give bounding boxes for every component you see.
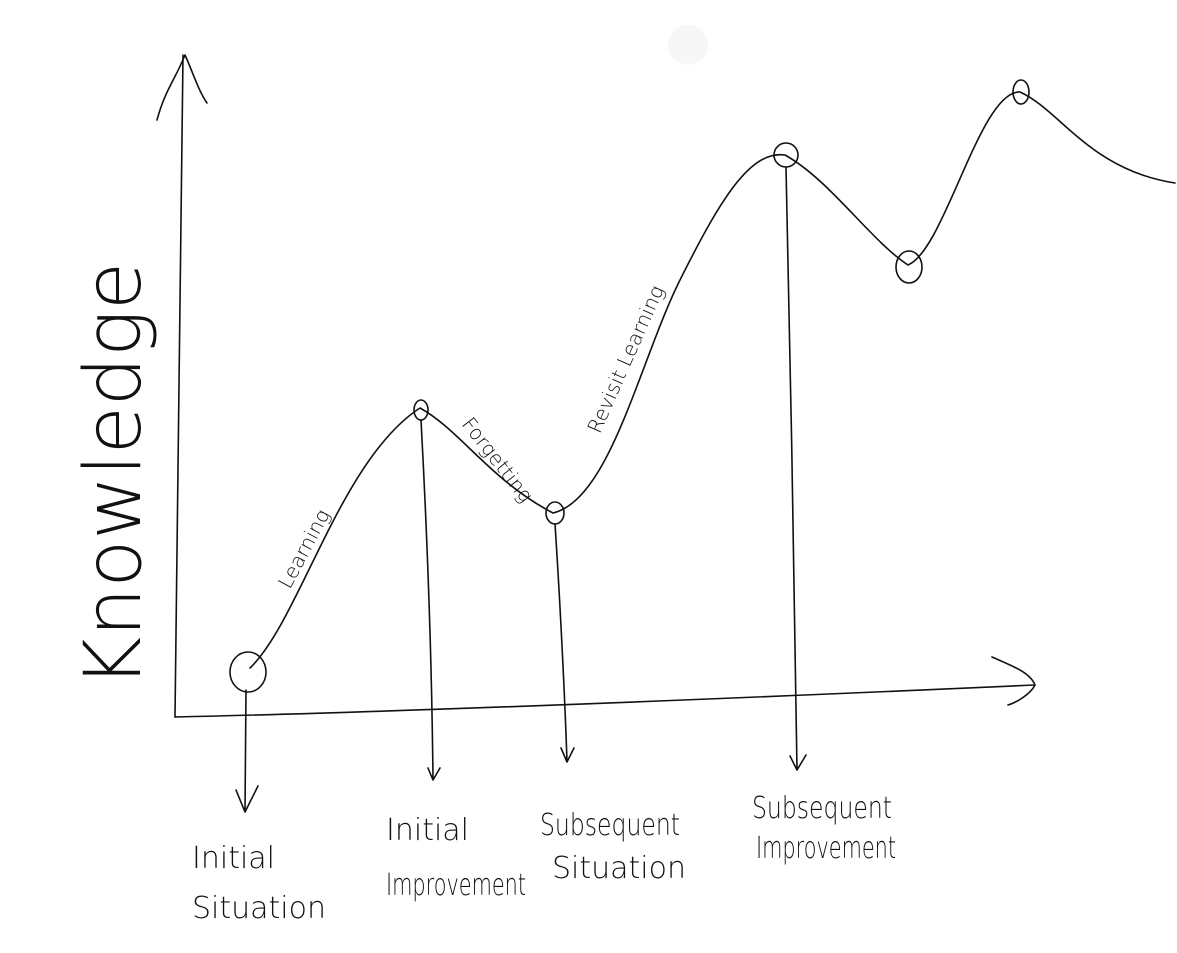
stage-label: Initial Improvement (386, 813, 526, 903)
drop-arrow (554, 523, 575, 763)
drop-arrow (420, 419, 441, 781)
stage-label-line: Initial (192, 841, 275, 876)
stage-label-line: Subsequent (540, 808, 680, 843)
stage-label-line: Improvement (756, 831, 896, 866)
stage-label-line: Situation (192, 891, 326, 926)
stage-label-line: Subsequent (752, 791, 892, 826)
stage-label-line: Initial (386, 813, 469, 848)
stage-label: Initial Situation (192, 841, 326, 926)
y-axis (174, 54, 184, 718)
drop-arrow (785, 166, 807, 771)
point (229, 651, 267, 693)
stage-label-line: Situation (552, 851, 686, 886)
faint-dot (668, 25, 708, 65)
point (1012, 79, 1030, 105)
stage-label-line: Improvement (386, 868, 526, 903)
drop-arrows (235, 166, 807, 813)
point (895, 250, 923, 284)
stage-label: Subsequent Situation (540, 808, 686, 886)
drop-arrow (235, 689, 259, 813)
stage-label: Subsequent Improvement (752, 791, 896, 866)
knowledge-curve (249, 91, 1176, 669)
curve-label: Forgetting (457, 412, 538, 506)
stage-labels: Initial Situation Initial Improvement Subs… (192, 791, 896, 926)
y-axis-label: Knowledge (69, 262, 159, 688)
x-axis-arrow (991, 656, 1036, 706)
x-axis (174, 684, 1036, 718)
curve-points (229, 79, 1030, 693)
y-axis-arrow (156, 54, 208, 121)
axes (156, 54, 1036, 718)
